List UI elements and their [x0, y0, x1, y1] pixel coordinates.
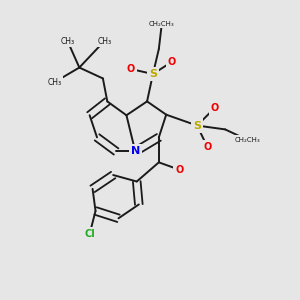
- Text: O: O: [175, 165, 184, 175]
- Text: S: S: [193, 121, 201, 130]
- Text: O: O: [211, 103, 219, 113]
- Text: CH₃: CH₃: [97, 37, 111, 46]
- Text: CH₃: CH₃: [47, 78, 62, 87]
- Text: S: S: [149, 69, 157, 79]
- Text: CH₃: CH₃: [61, 37, 75, 46]
- Text: N: N: [131, 146, 140, 157]
- Text: CH₂CH₃: CH₂CH₃: [234, 137, 260, 143]
- Text: O: O: [203, 142, 211, 152]
- Text: CH₂CH₃: CH₂CH₃: [149, 21, 175, 27]
- Text: Cl: Cl: [84, 229, 95, 239]
- Text: O: O: [127, 64, 135, 74]
- Text: O: O: [168, 57, 176, 67]
